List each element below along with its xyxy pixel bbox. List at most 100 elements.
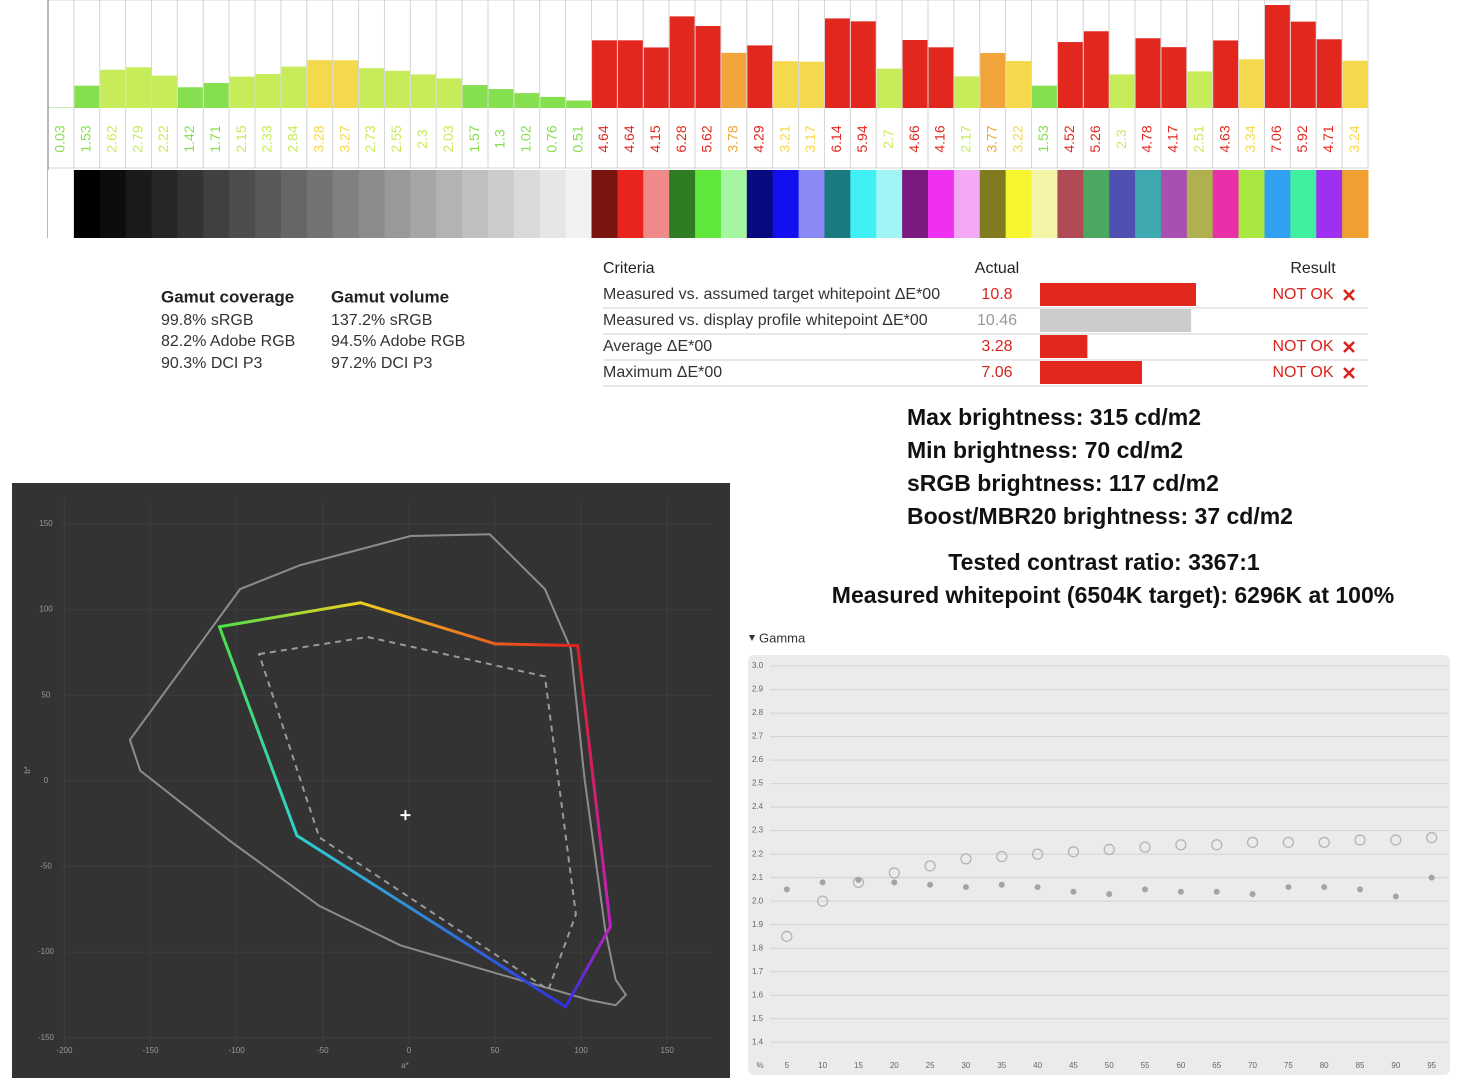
bar bbox=[488, 89, 514, 108]
x-tick-label: -150 bbox=[143, 1046, 160, 1055]
color-swatch bbox=[617, 170, 644, 238]
value-label: 2.03 bbox=[440, 125, 456, 152]
value-label: 5.62 bbox=[699, 125, 715, 152]
value-label: 3.78 bbox=[725, 125, 741, 152]
bar bbox=[1057, 42, 1083, 108]
y-tick-label: -50 bbox=[40, 862, 52, 871]
value-label: 4.29 bbox=[750, 125, 766, 152]
gamut-volume-line: 97.2% DCI P3 bbox=[331, 355, 432, 372]
gamut-volume-title: Gamut volume bbox=[331, 287, 449, 306]
color-swatch bbox=[565, 170, 593, 238]
x-tick-label: -100 bbox=[229, 1046, 246, 1055]
value-label: 5.26 bbox=[1087, 125, 1103, 152]
bar bbox=[1161, 47, 1187, 108]
y-tick-label: 2.2 bbox=[752, 849, 764, 858]
value-label: 1.42 bbox=[181, 125, 197, 152]
criteria-label: Measured vs. assumed target whitepoint Δ… bbox=[603, 286, 940, 303]
color-swatch bbox=[824, 170, 851, 238]
color-swatch bbox=[979, 170, 1007, 238]
y-tick-label: 2.5 bbox=[752, 779, 764, 788]
point bbox=[1034, 884, 1041, 891]
point bbox=[1142, 886, 1149, 893]
value-label: 3.24 bbox=[1346, 125, 1362, 152]
value-label: 5.92 bbox=[1294, 125, 1310, 152]
bar bbox=[643, 47, 669, 108]
bar bbox=[695, 26, 721, 108]
value-label: 2.73 bbox=[362, 125, 378, 152]
spectral-outline bbox=[128, 533, 628, 1007]
value-label: 2.17 bbox=[958, 125, 974, 152]
y-tick-label: 1.4 bbox=[752, 1037, 764, 1046]
value-label: 1.71 bbox=[207, 125, 223, 152]
value-label: 0.51 bbox=[569, 125, 585, 152]
value-label: 2.84 bbox=[285, 125, 301, 152]
x-tick-label: 90 bbox=[1391, 1061, 1400, 1070]
bar bbox=[333, 60, 359, 108]
value-label: 3.22 bbox=[1009, 125, 1025, 152]
color-swatch bbox=[462, 170, 489, 238]
color-swatch bbox=[280, 170, 308, 238]
bar bbox=[126, 67, 152, 108]
stat-line: Tested contrast ratio: 3367:1 bbox=[948, 549, 1260, 575]
actual-bar bbox=[1040, 283, 1196, 306]
x-tick-label: 25 bbox=[926, 1061, 935, 1070]
value-label: 7.06 bbox=[1268, 125, 1284, 152]
color-swatch bbox=[48, 170, 75, 238]
value-label: 4.66 bbox=[906, 125, 922, 152]
point bbox=[891, 879, 898, 886]
column-frame bbox=[176, 0, 204, 169]
point bbox=[1318, 836, 1330, 849]
bar bbox=[307, 60, 333, 108]
bar bbox=[902, 40, 928, 109]
color-swatch bbox=[1238, 170, 1265, 238]
value-label: 1.53 bbox=[78, 125, 94, 152]
x-tick-label: 150 bbox=[661, 1046, 675, 1055]
bar bbox=[592, 40, 617, 108]
y-tick-label: 0 bbox=[44, 776, 49, 785]
point bbox=[1321, 884, 1328, 891]
y-tick-label: 50 bbox=[42, 690, 51, 699]
bar bbox=[799, 61, 824, 108]
x-tick-label: 75 bbox=[1284, 1061, 1293, 1070]
color-swatch bbox=[1290, 170, 1317, 238]
y-tick-label: -100 bbox=[38, 947, 55, 956]
x-tick-label: 0 bbox=[407, 1046, 412, 1055]
color-swatch bbox=[902, 170, 929, 238]
color-swatch bbox=[229, 170, 256, 238]
bar bbox=[566, 100, 592, 108]
bar bbox=[1342, 60, 1368, 108]
actual-bar bbox=[1040, 361, 1142, 384]
value-label: 3.28 bbox=[310, 125, 326, 152]
value-label: 6.28 bbox=[673, 125, 689, 152]
color-swatch bbox=[1316, 170, 1343, 238]
criteria-label: Measured vs. display profile whitepoint … bbox=[603, 312, 928, 329]
color-swatch bbox=[177, 170, 204, 238]
bar bbox=[824, 18, 850, 108]
bar bbox=[1006, 61, 1032, 108]
color-swatch bbox=[720, 170, 748, 238]
gamut-coverage-line: 99.8% sRGB bbox=[161, 312, 253, 329]
gamut-volume-line: 94.5% Adobe RGB bbox=[331, 333, 465, 350]
point bbox=[1213, 888, 1220, 895]
y-tick-label: 3.0 bbox=[752, 661, 764, 670]
value-label: 2.79 bbox=[129, 125, 145, 152]
point bbox=[962, 884, 969, 891]
value-label: 0.76 bbox=[543, 125, 559, 152]
gamut-edge bbox=[564, 924, 612, 1009]
value-label: 2.22 bbox=[155, 125, 171, 152]
result-label: NOT OK bbox=[1272, 338, 1333, 355]
bar bbox=[1135, 38, 1161, 108]
value-label: 4.52 bbox=[1061, 125, 1077, 152]
y-tick-label: 1.6 bbox=[752, 990, 764, 999]
color-swatch bbox=[358, 170, 385, 238]
color-swatch bbox=[850, 170, 877, 238]
x-axis-label: a* bbox=[401, 1061, 409, 1070]
color-swatch bbox=[384, 170, 411, 238]
color-swatch bbox=[410, 170, 437, 238]
color-swatch bbox=[306, 170, 334, 238]
value-label: 2.33 bbox=[259, 125, 275, 152]
x-tick-label: -50 bbox=[317, 1046, 329, 1055]
bar bbox=[1109, 74, 1135, 108]
